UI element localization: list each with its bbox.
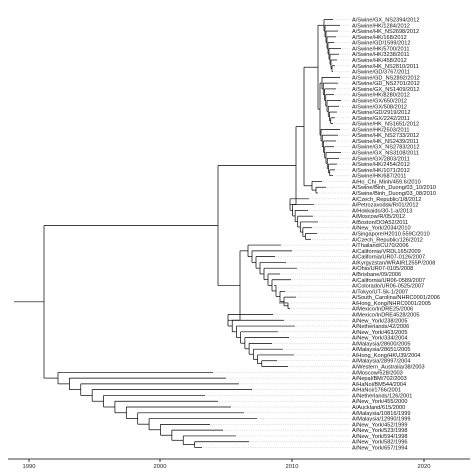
leaf-label: A/Swine/HK_NS2810/2011 bbox=[352, 64, 419, 70]
leaf-label: A/Swine/HK/2454/2012 bbox=[352, 162, 410, 168]
leaf-label: A/California/VRDL165/2009 bbox=[352, 249, 421, 255]
leaf-label: A/Swine/HK_NS2733/2012 bbox=[352, 133, 419, 139]
axis-tick-label: 2000 bbox=[154, 464, 167, 470]
leaf-label: A/Malaysia/28651/2005 bbox=[352, 347, 410, 353]
leaf-label: A/Swine/GX_NS1409/2012 bbox=[352, 87, 419, 93]
leaf-label: A/Swine/HK_NS2439/2011 bbox=[352, 139, 419, 145]
time-axis: 1990 2000 2010 2020 bbox=[8, 458, 470, 470]
leaf-labels: A/Swine/GX_NS2394/2012A/Swine/HK/1284/20… bbox=[352, 18, 440, 452]
leaf-label: A/Swine/HK/1071/2012 bbox=[352, 168, 410, 174]
leaf-label: A/Colorado/UR06-0525/2007 bbox=[352, 284, 424, 290]
leaf-label: A/Swine/HK/8280/2012 bbox=[352, 93, 410, 99]
leaf-label: A/Swine/GX/2803/2011 bbox=[352, 156, 410, 162]
leaf-label: A/Swine/GX/650/2012 bbox=[352, 98, 407, 104]
leaf-label: A/Swine/HK/687/2011 bbox=[352, 174, 406, 180]
leaf-label: A/Brisbane/09/2006 bbox=[352, 272, 401, 278]
leaf-label: A/Swine/HK/458/2012 bbox=[352, 58, 407, 64]
leaf-label: A/Swine/HK_NS1651/2012 bbox=[352, 122, 419, 128]
leaf-label: A/New_York/2034/2010 bbox=[352, 226, 411, 232]
leaf-label: A/Kyrgyzstan/WRAIR1255P/2008 bbox=[352, 260, 435, 266]
leaf-label: A/Thailand/CU70/2006 bbox=[352, 243, 409, 249]
leaf-label: A/Swine/GD/2919/2012 bbox=[352, 110, 410, 116]
leaf-label: A/New_York/455/2000 bbox=[352, 399, 407, 405]
leaf-label: A/Swine/GD/3767/2011 bbox=[352, 70, 410, 76]
leaf-label: A/Moscow/528/2003 bbox=[352, 370, 403, 376]
leaf-label: A/New_York/238/2005 bbox=[352, 318, 407, 324]
leaf-label: A/Swine/HK_NS2698/2012 bbox=[352, 29, 419, 35]
leaf-label: A/California/UR07-0126/2007 bbox=[352, 255, 425, 261]
leaf-label: A/Mexico/InDRE4528/2005 bbox=[352, 312, 419, 318]
leaf-label: A/Netherlands/42/2006 bbox=[352, 324, 409, 330]
leaf-label: A/Swine/GD/1599/2012 bbox=[352, 41, 410, 47]
leaf-label: A/Swine/HK/168/2012 bbox=[352, 35, 407, 41]
leaf-label: A/California/UR06-0589/2007 bbox=[352, 278, 425, 284]
leaf-label: A/Swine/HK/3238/2011 bbox=[352, 52, 409, 58]
axis-tick-label: 1990 bbox=[23, 464, 36, 470]
leaf-label: A/Swine/HK/1284/2012 bbox=[352, 23, 410, 29]
leaf-label: A/Hokkaido/30-1-a/2013 bbox=[352, 208, 412, 214]
leaf-label: A/Mexico/InDRE25/2006 bbox=[352, 307, 413, 313]
leaf-label: A/Swine/GD_NS2701/2012 bbox=[352, 81, 420, 87]
leaf-label: A/Swine/HK/2503/2011 bbox=[352, 127, 409, 133]
leaf-label: A/Swine/GX_NS2783/2012 bbox=[352, 145, 419, 151]
leaf-label: A/Malaysia/28600/2005 bbox=[352, 341, 410, 347]
leaf-label: A/New_York/582/1996 bbox=[352, 440, 407, 446]
leaf-label: A/HaNoi/BM544/2004 bbox=[352, 382, 406, 388]
leaf-label: A/New_York/594/1998 bbox=[352, 434, 407, 440]
leaf-label: A/Swine/GX_NS2394/2012 bbox=[352, 18, 419, 24]
leaf-label: A/Swine/GX/2242/2011 bbox=[352, 116, 410, 122]
leaf-label: A/Czech_Republic/126/2012 bbox=[352, 237, 423, 243]
leaf-label: A/Swine/GX_NS3108/2011 bbox=[352, 151, 419, 157]
leaf-label: A/New_York/463/2005 bbox=[352, 330, 407, 336]
leaf-label: A/Nepal/BM/702/2003 bbox=[352, 376, 407, 382]
leaf-label: A/HaNoi/1766/2001 bbox=[352, 388, 401, 394]
leaf-label: A/Swine/GD_NS2892/2012 bbox=[352, 75, 420, 81]
leaf-label: A/Netherlands/126/2001 bbox=[352, 393, 412, 399]
leaf-label: A/Boston/DOA52/2011 bbox=[352, 220, 408, 226]
leaf-label: A/New_York/523/1998 bbox=[352, 428, 407, 434]
axis-tick-label: 2020 bbox=[418, 464, 431, 470]
leaf-label: A/Swine/HK/5700/2011 bbox=[352, 46, 409, 52]
leaf-label: A/Singapore/H2010.559C/2010 bbox=[352, 232, 430, 238]
axis-tick-label: 2010 bbox=[286, 464, 299, 470]
leaf-label: A/Tokyo/UT-Sk-1/2007 bbox=[352, 289, 408, 295]
leaf-label: A/Ho_Chi_Minh/459.6/2010 bbox=[352, 179, 421, 185]
leaf-label: A/Western_Australia/38/2003 bbox=[352, 365, 425, 371]
leaf-label: A/Hong_Kong/HKU39/2004 bbox=[352, 353, 420, 359]
leaf-label: A/Swine/GX/508/2012 bbox=[352, 104, 407, 110]
leaf-guide-dots bbox=[203, 19, 350, 448]
leaf-label: A/Ohio/UR07-0105/2008 bbox=[352, 266, 413, 272]
leaf-label: A/New_York/657/1994 bbox=[352, 446, 407, 452]
leaf-label: A/New_York/334/2004 bbox=[352, 336, 407, 342]
leaf-label: A/South_Carolina/NHRC0001/2006 bbox=[352, 295, 440, 301]
leaf-label: A/Czech_Republic/1/8/2012 bbox=[352, 197, 421, 203]
leaf-label: A/Moscow/R/05/2012 bbox=[352, 214, 405, 220]
leaf-label: A/Swine/Binh_Duong/03_10/2010 bbox=[352, 185, 436, 191]
leaf-label: A/Petrozavodsk/R/01/2012 bbox=[352, 203, 419, 209]
leaf-label: A/Swine/Binh_Duong/03_08/2010 bbox=[352, 191, 436, 197]
leaf-label: A/Auckland/615/2000 bbox=[352, 405, 405, 411]
leaf-label: A/New_York/452/1999 bbox=[352, 422, 407, 428]
leaf-label: A/Malaysia/12990/1999 bbox=[352, 417, 410, 423]
tree-branches bbox=[14, 19, 341, 448]
leaf-label: A/Malaysia/10816/1999 bbox=[352, 411, 410, 417]
leaf-label: A/Malaysia/28997/2004 bbox=[352, 359, 410, 365]
leaf-label: A/Hong_Kong/NHRC0001/2005 bbox=[352, 301, 431, 307]
